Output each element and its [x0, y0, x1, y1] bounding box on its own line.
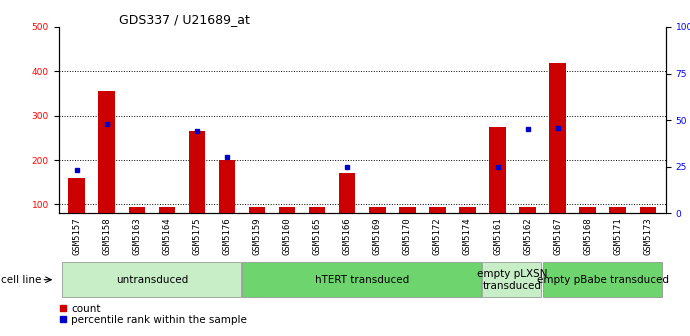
Bar — [609, 207, 626, 213]
Text: GSM5158: GSM5158 — [102, 217, 111, 255]
Text: GSM5171: GSM5171 — [613, 217, 622, 255]
Text: empty pLXSN
transduced: empty pLXSN transduced — [477, 269, 548, 291]
Text: GSM5168: GSM5168 — [583, 217, 592, 255]
Text: GSM5176: GSM5176 — [222, 217, 231, 255]
Text: GSM5162: GSM5162 — [523, 217, 532, 255]
Bar — [549, 63, 566, 213]
Bar — [399, 207, 415, 213]
Text: GSM5166: GSM5166 — [343, 217, 352, 255]
Bar — [489, 127, 506, 213]
Legend: count, percentile rank within the sample: count, percentile rank within the sample — [59, 304, 247, 325]
Bar — [580, 207, 596, 213]
Text: hTERT transduced: hTERT transduced — [315, 275, 409, 285]
Bar — [159, 207, 175, 213]
Bar — [459, 207, 475, 213]
Bar — [219, 160, 235, 213]
Text: GSM5175: GSM5175 — [193, 217, 201, 255]
Text: GSM5172: GSM5172 — [433, 217, 442, 255]
Bar — [61, 262, 241, 297]
Text: GSM5161: GSM5161 — [493, 217, 502, 255]
Text: untransduced: untransduced — [116, 275, 188, 285]
Text: GSM5174: GSM5174 — [463, 217, 472, 255]
Text: GSM5160: GSM5160 — [283, 217, 292, 255]
Text: GSM5170: GSM5170 — [403, 217, 412, 255]
Text: cell line: cell line — [1, 275, 41, 285]
Bar — [520, 207, 536, 213]
Bar — [482, 262, 542, 297]
Bar — [369, 207, 386, 213]
Bar — [249, 207, 266, 213]
Bar — [339, 173, 355, 213]
Text: empty pBabe transduced: empty pBabe transduced — [537, 275, 669, 285]
Bar — [128, 207, 145, 213]
Text: GSM5159: GSM5159 — [253, 217, 262, 255]
Text: GSM5163: GSM5163 — [132, 217, 141, 255]
Text: GSM5167: GSM5167 — [553, 217, 562, 255]
Bar — [640, 207, 656, 213]
Bar — [429, 207, 446, 213]
Text: GSM5173: GSM5173 — [643, 217, 652, 255]
Bar — [542, 262, 662, 297]
Text: GSM5165: GSM5165 — [313, 217, 322, 255]
Bar — [279, 207, 295, 213]
Text: GSM5157: GSM5157 — [72, 217, 81, 255]
Bar — [242, 262, 482, 297]
Text: GSM5169: GSM5169 — [373, 217, 382, 255]
Text: GDS337 / U21689_at: GDS337 / U21689_at — [119, 13, 250, 26]
Bar — [188, 131, 205, 213]
Bar — [68, 178, 85, 213]
Text: GSM5164: GSM5164 — [162, 217, 171, 255]
Bar — [309, 207, 326, 213]
Bar — [99, 91, 115, 213]
